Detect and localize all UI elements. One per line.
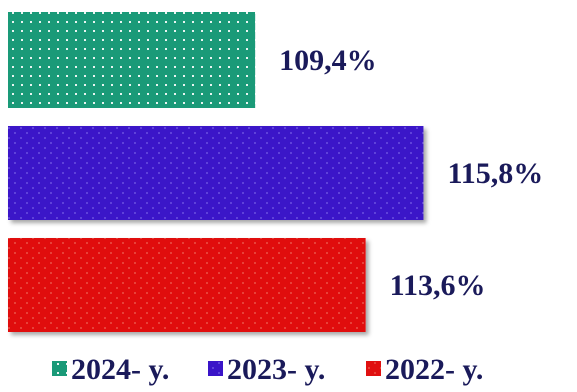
bar-2024 [8,12,256,108]
legend-swatch-2024 [52,361,67,376]
legend-label-2022: 2022- y. [385,353,483,386]
value-labels-layer: 109,4% 115,8% 113,6% [279,44,543,302]
value-label-2023: 115,8% [447,157,543,190]
bars-layer [8,12,424,332]
bar-2022 [8,238,366,332]
legend-label-2023: 2023- y. [227,353,325,386]
legend-swatch-2022 [366,361,381,376]
legend: 2024- y. 2023- y. 2022- y. [52,353,483,386]
legend-swatch-2023 [208,361,223,376]
bar-2023 [8,126,424,220]
legend-label-2024: 2024- y. [71,353,169,386]
value-label-2024: 109,4% [279,44,377,77]
value-label-2022: 113,6% [390,269,486,302]
